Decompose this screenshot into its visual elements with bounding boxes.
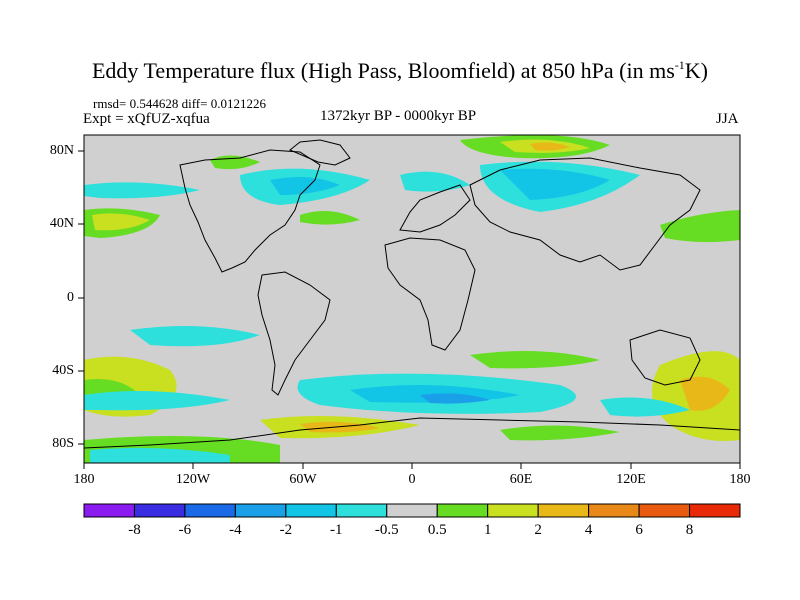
- colorbar-box: [689, 503, 741, 518]
- lon-label-180e: 180: [729, 472, 751, 487]
- colorbar-box: [285, 503, 337, 518]
- colorbar-box: [83, 503, 135, 518]
- colorbar-box: [537, 503, 590, 518]
- colorbar-tick-label: 0.5: [427, 522, 447, 538]
- lat-label-40s: 40S: [52, 363, 74, 378]
- lat-label-80n: 80N: [49, 143, 74, 158]
- colorbar-box: [184, 503, 236, 518]
- colorbar-tick-label: 6: [635, 522, 643, 538]
- colorbar: [83, 503, 741, 518]
- colorbar-tick-label: 8: [685, 522, 694, 538]
- colorbar-tick-label: -2: [279, 522, 293, 538]
- colorbar-box: [487, 503, 539, 518]
- colorbar-tick-label: -0.5: [374, 522, 399, 538]
- map-panel: [84, 135, 740, 463]
- lon-label-0: 0: [408, 472, 416, 487]
- stats-label: rmsd= 0.544628 diff= 0.0121226: [93, 96, 266, 111]
- colorbar-box: [234, 503, 287, 518]
- period-label: 1372kyr BP - 0000kyr BP: [320, 108, 477, 124]
- colorbar-box: [638, 503, 691, 518]
- axis-ticks: [78, 150, 741, 469]
- season-label: JJA: [716, 111, 739, 127]
- plot-title: Eddy Temperature flux (High Pass, Bloomf…: [91, 58, 708, 83]
- lat-label-80s: 80S: [52, 436, 74, 451]
- colorbar-box: [436, 503, 489, 518]
- colorbar-tick-label: -4: [229, 522, 242, 538]
- lon-label-120w: 120W: [175, 472, 211, 487]
- colorbar-tick-label: -6: [178, 522, 192, 538]
- colorbar-tick-label: -1: [330, 522, 343, 538]
- colorbar-tick-label: 1: [483, 522, 492, 538]
- colorbar-tick-label: 4: [584, 522, 593, 538]
- experiment-label: Expt = xQfUZ-xqfua: [83, 111, 210, 127]
- lon-label-120e: 120E: [616, 472, 646, 487]
- colorbar-tick-label: -8: [128, 522, 141, 538]
- coastlines: [84, 139, 740, 449]
- colorbar-box: [133, 503, 186, 518]
- colorbar-box: [386, 503, 438, 518]
- lon-label-60w: 60W: [289, 472, 317, 487]
- lat-label-0: 0: [67, 290, 74, 305]
- lon-label-60e: 60E: [509, 472, 533, 487]
- colorbar-box: [588, 503, 640, 518]
- flux-field: [84, 135, 740, 463]
- colorbar-box: [335, 503, 388, 518]
- lat-label-40n: 40N: [49, 216, 74, 231]
- colorbar-tick-label: 2: [534, 522, 542, 538]
- lon-label-180w: 180: [73, 472, 95, 487]
